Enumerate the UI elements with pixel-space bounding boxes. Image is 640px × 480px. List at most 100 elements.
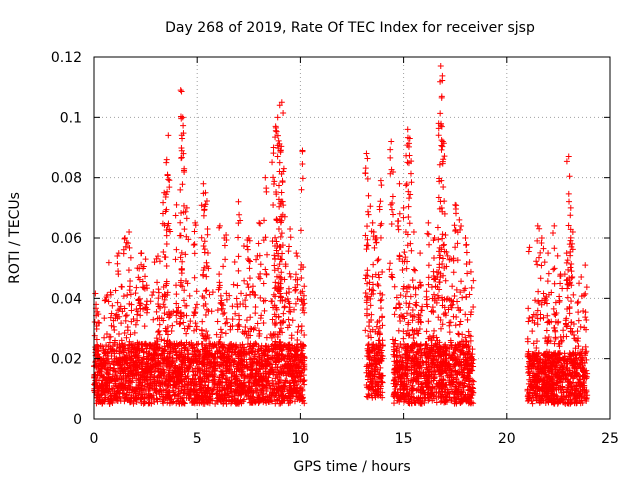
data-point bbox=[252, 303, 259, 310]
data-point bbox=[246, 275, 253, 282]
data-point bbox=[220, 263, 227, 270]
data-point bbox=[289, 317, 296, 324]
data-point bbox=[172, 362, 179, 369]
data-point bbox=[241, 330, 248, 337]
data-point bbox=[217, 368, 224, 375]
data-point bbox=[177, 320, 184, 327]
data-point bbox=[236, 316, 243, 323]
data-point bbox=[181, 287, 188, 294]
data-point bbox=[202, 312, 209, 319]
data-point bbox=[243, 292, 250, 299]
data-point bbox=[242, 323, 249, 330]
data-point bbox=[153, 308, 160, 315]
data-point bbox=[284, 295, 291, 302]
data-point bbox=[176, 347, 183, 354]
data-point bbox=[194, 347, 201, 354]
data-point bbox=[116, 331, 123, 338]
data-point bbox=[154, 279, 161, 286]
data-point bbox=[101, 334, 108, 341]
data-point bbox=[180, 297, 187, 304]
data-point bbox=[266, 361, 273, 368]
data-point bbox=[127, 291, 134, 298]
data-point bbox=[299, 301, 306, 308]
data-point bbox=[191, 356, 198, 363]
data-point bbox=[272, 400, 279, 407]
data-point bbox=[150, 288, 157, 295]
data-point bbox=[214, 318, 221, 325]
data-point bbox=[240, 242, 247, 249]
data-point bbox=[153, 335, 160, 342]
data-point bbox=[153, 395, 160, 402]
data-point bbox=[99, 363, 106, 370]
data-point bbox=[242, 297, 249, 304]
data-point bbox=[232, 310, 239, 317]
data-point bbox=[218, 329, 225, 336]
data-point bbox=[257, 366, 264, 373]
data-point bbox=[212, 400, 219, 407]
data-point bbox=[193, 301, 200, 308]
data-point bbox=[233, 295, 240, 302]
data-point bbox=[255, 399, 262, 406]
data-point bbox=[241, 344, 248, 351]
data-point bbox=[217, 292, 224, 299]
data-point bbox=[301, 332, 308, 339]
data-point bbox=[205, 377, 212, 384]
data-point bbox=[92, 290, 99, 297]
data-point bbox=[126, 377, 133, 384]
data-point bbox=[299, 350, 306, 357]
data-point bbox=[123, 312, 130, 319]
data-point bbox=[296, 385, 303, 392]
data-point bbox=[140, 284, 147, 291]
data-point bbox=[229, 355, 236, 362]
data-point bbox=[277, 364, 284, 371]
data-point bbox=[206, 291, 213, 298]
data-point bbox=[269, 377, 276, 384]
data-point bbox=[243, 317, 250, 324]
data-point bbox=[169, 322, 176, 329]
data-point bbox=[229, 316, 236, 323]
data-point bbox=[252, 310, 259, 317]
data-point bbox=[110, 317, 117, 324]
data-point bbox=[131, 329, 138, 336]
data-point bbox=[190, 327, 197, 334]
data-point bbox=[276, 395, 283, 402]
data-point bbox=[120, 366, 127, 373]
data-point bbox=[249, 283, 256, 290]
data-point bbox=[231, 259, 238, 266]
data-point bbox=[204, 399, 211, 406]
data-point bbox=[117, 303, 124, 310]
data-point bbox=[105, 259, 112, 266]
data-point bbox=[156, 258, 163, 265]
data-point bbox=[140, 349, 147, 356]
data-point bbox=[124, 291, 131, 298]
grid-lines bbox=[94, 57, 610, 419]
data-point bbox=[203, 328, 210, 335]
data-point bbox=[266, 347, 273, 354]
data-point bbox=[145, 356, 152, 363]
data-point bbox=[94, 308, 101, 315]
data-point bbox=[193, 288, 200, 295]
data-point bbox=[222, 330, 229, 337]
data-point bbox=[141, 348, 148, 355]
data-point bbox=[132, 290, 139, 297]
data-point bbox=[243, 359, 250, 366]
data-point bbox=[224, 390, 231, 397]
data-point bbox=[117, 364, 124, 371]
data-point bbox=[229, 393, 236, 400]
data-point bbox=[217, 326, 224, 333]
data-point bbox=[118, 320, 125, 327]
data-point bbox=[229, 323, 236, 330]
data-point bbox=[118, 337, 125, 344]
data-point bbox=[269, 348, 276, 355]
data-point bbox=[101, 398, 108, 405]
data-point bbox=[158, 336, 165, 343]
data-point bbox=[103, 357, 110, 364]
data-point bbox=[123, 334, 130, 341]
data-point bbox=[134, 311, 141, 318]
data-point bbox=[260, 320, 267, 327]
data-point bbox=[241, 277, 248, 284]
data-point bbox=[196, 352, 203, 359]
data-point bbox=[254, 320, 261, 327]
data-point bbox=[133, 284, 140, 291]
